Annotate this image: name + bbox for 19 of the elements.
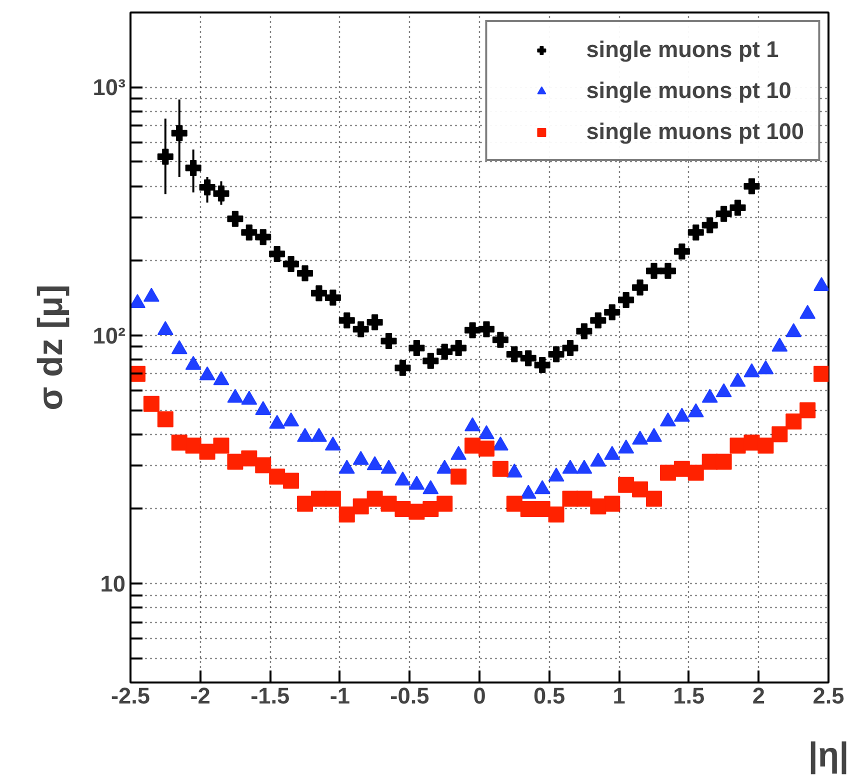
x-tick-label: 1.5 <box>673 682 705 708</box>
y-tick-label: 10³ <box>92 74 126 100</box>
legend-label: single muons pt 10 <box>586 77 792 104</box>
x-tick-label: 2.5 <box>812 682 844 708</box>
x-tick-label: 0.5 <box>534 682 566 708</box>
x-tick-label: -2 <box>190 682 210 708</box>
x-tick-label: 2 <box>752 682 766 708</box>
x-tick-label: -1 <box>330 682 350 708</box>
x-tick-label: 0 <box>473 682 486 708</box>
legend-label: single muons pt 1 <box>586 36 779 63</box>
y-tick-label: 10 <box>100 570 126 597</box>
legend-label: single muons pt 100 <box>586 118 804 145</box>
x-tick-label: -2.5 <box>110 682 150 708</box>
y-axis-title: σ dz [μ] <box>32 284 70 410</box>
x-tick-label: -0.5 <box>390 682 430 708</box>
x-tick-label: -1.5 <box>250 682 290 708</box>
x-tick-label: 1 <box>612 682 626 708</box>
x-axis-title: |η| <box>808 736 849 774</box>
y-tick-label: 10² <box>92 322 126 348</box>
